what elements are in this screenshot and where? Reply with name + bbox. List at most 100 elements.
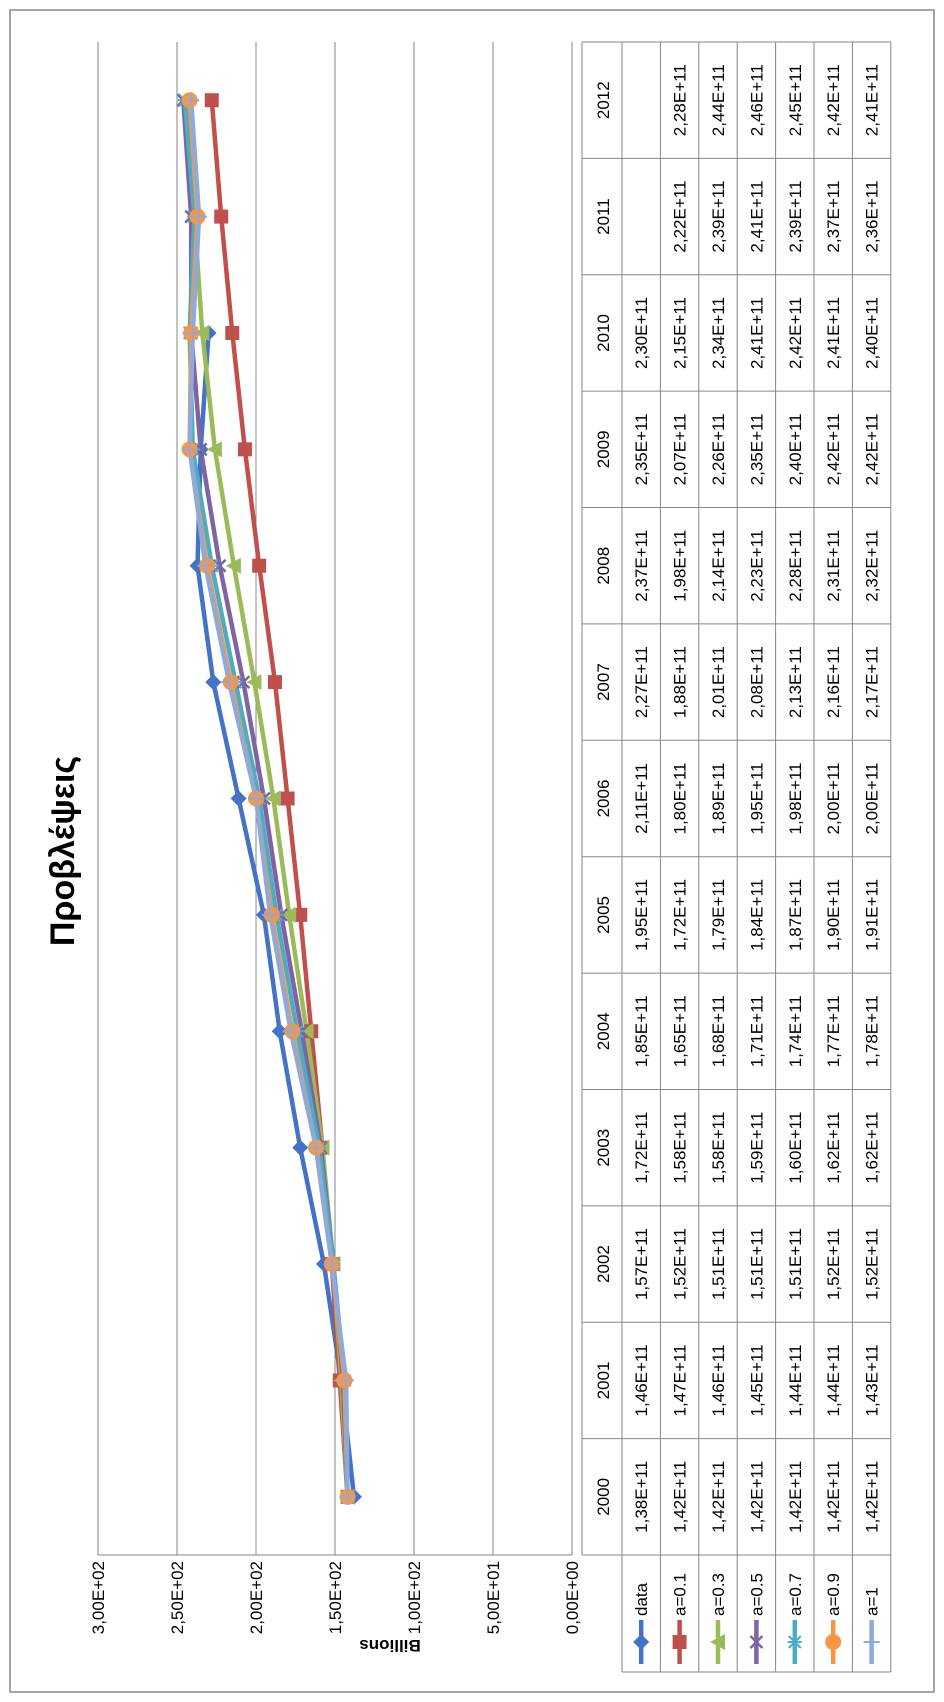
y-tick-label: 5,00E+01 (484, 1561, 503, 1634)
table-value: 2,41E+11 (747, 297, 766, 369)
table-value: 1,42E+11 (863, 1461, 882, 1533)
table-value: 1,42E+11 (747, 1461, 766, 1533)
marker-triangle (298, 1023, 314, 1040)
table-value: 1,72E+11 (671, 879, 690, 951)
table-value: 2,39E+11 (709, 181, 728, 253)
marker-plus (262, 906, 279, 923)
y-tick-label: 2,00E+02 (247, 1561, 266, 1634)
table-header-year: 2005 (594, 896, 613, 934)
table-value: 1,52E+11 (671, 1228, 690, 1300)
table-value: 1,58E+11 (671, 1112, 690, 1184)
marker-triangle (246, 674, 262, 691)
legend-label: a=1 (863, 1587, 882, 1616)
table-value: 2,42E+11 (863, 413, 882, 485)
marker-plus (863, 1634, 880, 1650)
table-value: 2,30E+11 (632, 297, 651, 369)
marker-plus (338, 1372, 355, 1389)
table-value: 1,51E+11 (786, 1228, 805, 1300)
table-value: 2,32E+11 (863, 530, 882, 602)
table-value: 2,40E+11 (863, 297, 882, 369)
table-value: 1,74E+11 (786, 995, 805, 1067)
table-value: 2,26E+11 (709, 413, 728, 485)
table-value: 1,58E+11 (709, 1112, 728, 1184)
table-value: 1,85E+11 (632, 995, 651, 1067)
table-value: 1,44E+11 (824, 1344, 843, 1416)
legend-label: a=0.1 (671, 1573, 690, 1616)
marker-plus (183, 92, 200, 109)
table-value: 2,00E+11 (863, 762, 882, 834)
marker-star (787, 1635, 802, 1649)
table-value: 1,80E+11 (671, 762, 690, 834)
table-value: 1,84E+11 (747, 879, 766, 951)
marker-square (214, 209, 229, 224)
table-value: 1,42E+11 (786, 1461, 805, 1533)
marker-square (237, 442, 252, 457)
table-header-year: 2001 (594, 1362, 613, 1400)
table-header-year: 2008 (594, 547, 613, 585)
table-value: 2,41E+11 (747, 181, 766, 253)
table-value: 1,45E+11 (747, 1344, 766, 1416)
marker-square (280, 791, 295, 806)
table-value: 2,41E+11 (824, 297, 843, 369)
table-value: 1,51E+11 (709, 1228, 728, 1300)
table-value: 1,62E+11 (824, 1112, 843, 1184)
table-header-year: 2012 (594, 81, 613, 119)
marker-plus (323, 1256, 340, 1273)
table-value: 1,38E+11 (632, 1461, 651, 1533)
table-value: 2,15E+11 (671, 297, 690, 369)
marker-triangle (225, 557, 241, 574)
table-value: 1,46E+11 (632, 1344, 651, 1416)
table-value: 2,44E+11 (709, 64, 728, 136)
table-value: 1,47E+11 (671, 1344, 690, 1416)
table-value: 1,72E+11 (632, 1112, 651, 1184)
table-value: 2,08E+11 (747, 646, 766, 718)
table-value: 2,39E+11 (786, 181, 805, 253)
table-header-year: 2002 (594, 1245, 613, 1283)
table-value: 1,42E+11 (671, 1461, 690, 1533)
table-header-year: 2011 (594, 198, 613, 235)
table-value: 2,45E+11 (786, 64, 805, 136)
y-tick-label: 1,50E+02 (326, 1561, 345, 1634)
table-value: 1,57E+11 (632, 1228, 651, 1300)
legend-label: a=0.3 (709, 1573, 728, 1616)
y-tick-label: 3,00E+02 (89, 1561, 108, 1634)
marker-triangle (265, 790, 281, 807)
table-header-year: 2003 (594, 1129, 613, 1167)
table-value: 2,16E+11 (824, 646, 843, 718)
table-value: 2,35E+11 (632, 413, 651, 485)
legend-label: a=0.5 (747, 1573, 766, 1616)
marker-x (749, 1635, 764, 1649)
table-value: 1,95E+11 (747, 762, 766, 834)
table-value: 2,42E+11 (824, 413, 843, 485)
table-value: 2,27E+11 (632, 646, 651, 718)
marker-plus (184, 324, 201, 341)
table-value: 1,44E+11 (786, 1344, 805, 1416)
table-value: 2,37E+11 (824, 181, 843, 253)
table-value: 1,65E+11 (671, 995, 690, 1067)
table-value: 2,14E+11 (709, 530, 728, 602)
table-value: 1,59E+11 (747, 1112, 766, 1184)
table-value: 2,17E+11 (863, 646, 882, 718)
y-tick-label: 2,50E+02 (168, 1561, 187, 1634)
table-header-year: 2007 (594, 663, 613, 701)
marker-plus (282, 1023, 299, 1040)
y-tick-label: 1,00E+02 (405, 1561, 424, 1634)
legend-label: data (632, 1582, 651, 1616)
table-value: 1,42E+11 (824, 1461, 843, 1533)
legend-label: a=0.9 (824, 1573, 843, 1616)
table-value: 1,68E+11 (709, 995, 728, 1067)
table-value: 1,77E+11 (824, 995, 843, 1067)
table-value: 1,52E+11 (824, 1228, 843, 1300)
table-value: 2,23E+11 (747, 530, 766, 602)
marker-plus (191, 208, 208, 225)
table-value: 2,40E+11 (786, 413, 805, 485)
table-value: 1,98E+11 (786, 762, 805, 834)
y-axis-title: Billions (359, 1636, 420, 1655)
table-value: 2,41E+11 (863, 64, 882, 136)
marker-square (252, 558, 267, 573)
table-value: 1,87E+11 (786, 879, 805, 951)
marker-plus (221, 674, 238, 691)
marker-diamond (230, 790, 247, 807)
marker-circle (825, 1634, 842, 1650)
marker-x-stroke (749, 1635, 764, 1649)
